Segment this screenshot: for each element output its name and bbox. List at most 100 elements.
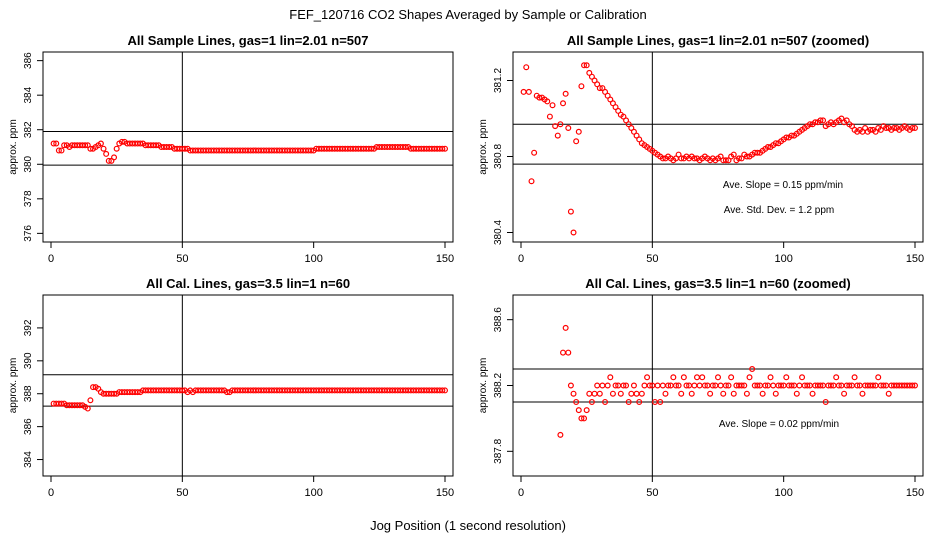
data-point: [817, 117, 824, 124]
data-point: [557, 431, 564, 438]
data-point: [570, 229, 577, 236]
data-point: [833, 374, 840, 381]
data-point: [442, 387, 449, 394]
data-point: [678, 390, 685, 397]
y-tick-label: 388.6: [493, 307, 504, 332]
y-tick-label: 386: [23, 52, 34, 69]
data-point: [788, 132, 795, 139]
data-point: [691, 382, 698, 389]
data-point: [817, 382, 824, 389]
plot-frame: [42, 51, 454, 243]
data-point: [578, 83, 585, 90]
data-point: [665, 382, 672, 389]
data-point: [58, 400, 65, 407]
data-point: [683, 382, 690, 389]
data-point: [544, 98, 551, 105]
data-point: [799, 374, 806, 381]
data-point: [885, 390, 892, 397]
data-point: [604, 382, 611, 389]
data-point: [402, 144, 409, 151]
data-point: [670, 374, 677, 381]
x-tick-label: 150: [906, 487, 924, 499]
data-point: [581, 415, 588, 422]
data-point: [646, 382, 653, 389]
data-point: [654, 382, 661, 389]
data-point: [560, 100, 567, 107]
data-point: [153, 142, 160, 149]
data-point: [546, 113, 553, 120]
data-point: [911, 124, 918, 131]
data-point: [662, 390, 669, 397]
data-point: [701, 382, 708, 389]
panel-title: All Sample Lines, gas=1 lin=2.01 n=507 (…: [567, 33, 869, 48]
y-tick-label: 380: [23, 155, 34, 172]
data-point: [638, 390, 645, 397]
annotation: Ave. Std. Dev. = 1.2 ppm: [724, 205, 835, 216]
data-point: [594, 382, 601, 389]
y-tick-label: 384: [23, 451, 34, 468]
data-point: [607, 374, 614, 381]
data-point: [50, 140, 57, 147]
data-point: [609, 390, 616, 397]
data-point: [549, 102, 556, 109]
data-point: [554, 132, 561, 139]
panel-title: All Cal. Lines, gas=3.5 lin=1 n=60: [146, 276, 350, 291]
data-point: [796, 382, 803, 389]
data-point: [675, 382, 682, 389]
x-tick-label: 100: [304, 487, 322, 499]
data-point: [134, 389, 141, 396]
data-point: [536, 94, 543, 101]
panel-1: All Sample Lines, gas=1 lin=2.01 n=507 0 5…: [8, 33, 454, 265]
data-point: [728, 374, 735, 381]
data-point: [854, 382, 861, 389]
data-point: [743, 390, 750, 397]
data-point: [567, 382, 574, 389]
data-point: [772, 390, 779, 397]
y-tick-label: 382: [23, 121, 34, 138]
data-point: [552, 123, 559, 130]
annotation: Ave. Slope = 0.02 ppm/min: [719, 419, 839, 430]
data-point: [308, 147, 315, 154]
data-point: [591, 390, 598, 397]
annotation: Ave. Slope = 0.15 ppm/min: [723, 180, 843, 191]
data-point: [772, 140, 779, 147]
data-point: [118, 138, 125, 145]
x-tick-label: 50: [176, 487, 188, 499]
data-point: [717, 382, 724, 389]
y-axis-label: approx. ppm: [478, 358, 489, 414]
y-tick-label: 380.8: [493, 144, 504, 169]
data-point: [696, 382, 703, 389]
x-tick-label: 0: [48, 487, 54, 499]
data-point: [218, 387, 225, 394]
y-tick-label: 378: [23, 190, 34, 207]
data-point: [738, 382, 745, 389]
data-point: [573, 398, 580, 405]
data-point: [531, 149, 538, 156]
data-point: [746, 374, 753, 381]
data-point: [439, 145, 446, 152]
x-tick-label: 50: [646, 253, 658, 265]
data-point: [788, 382, 795, 389]
y-axis-label: approx. ppm: [8, 358, 19, 414]
x-tick-label: 0: [48, 253, 54, 265]
data-point: [657, 398, 664, 405]
data-point: [707, 390, 714, 397]
data-point: [659, 382, 666, 389]
data-point: [720, 390, 727, 397]
data-point: [783, 374, 790, 381]
data-point: [770, 382, 777, 389]
data-point: [841, 390, 848, 397]
data-point: [179, 387, 186, 394]
data-point: [812, 119, 819, 126]
y-tick-label: 376: [23, 225, 34, 242]
data-point: [87, 397, 94, 404]
data-point: [730, 390, 737, 397]
data-point: [113, 145, 120, 152]
data-point: [617, 390, 624, 397]
data-point: [680, 374, 687, 381]
data-point: [523, 64, 530, 71]
data-point: [620, 382, 627, 389]
data-point: [778, 382, 785, 389]
data-point: [97, 140, 104, 147]
panel-title: All Cal. Lines, gas=3.5 lin=1 n=60 (zoom…: [585, 276, 851, 291]
